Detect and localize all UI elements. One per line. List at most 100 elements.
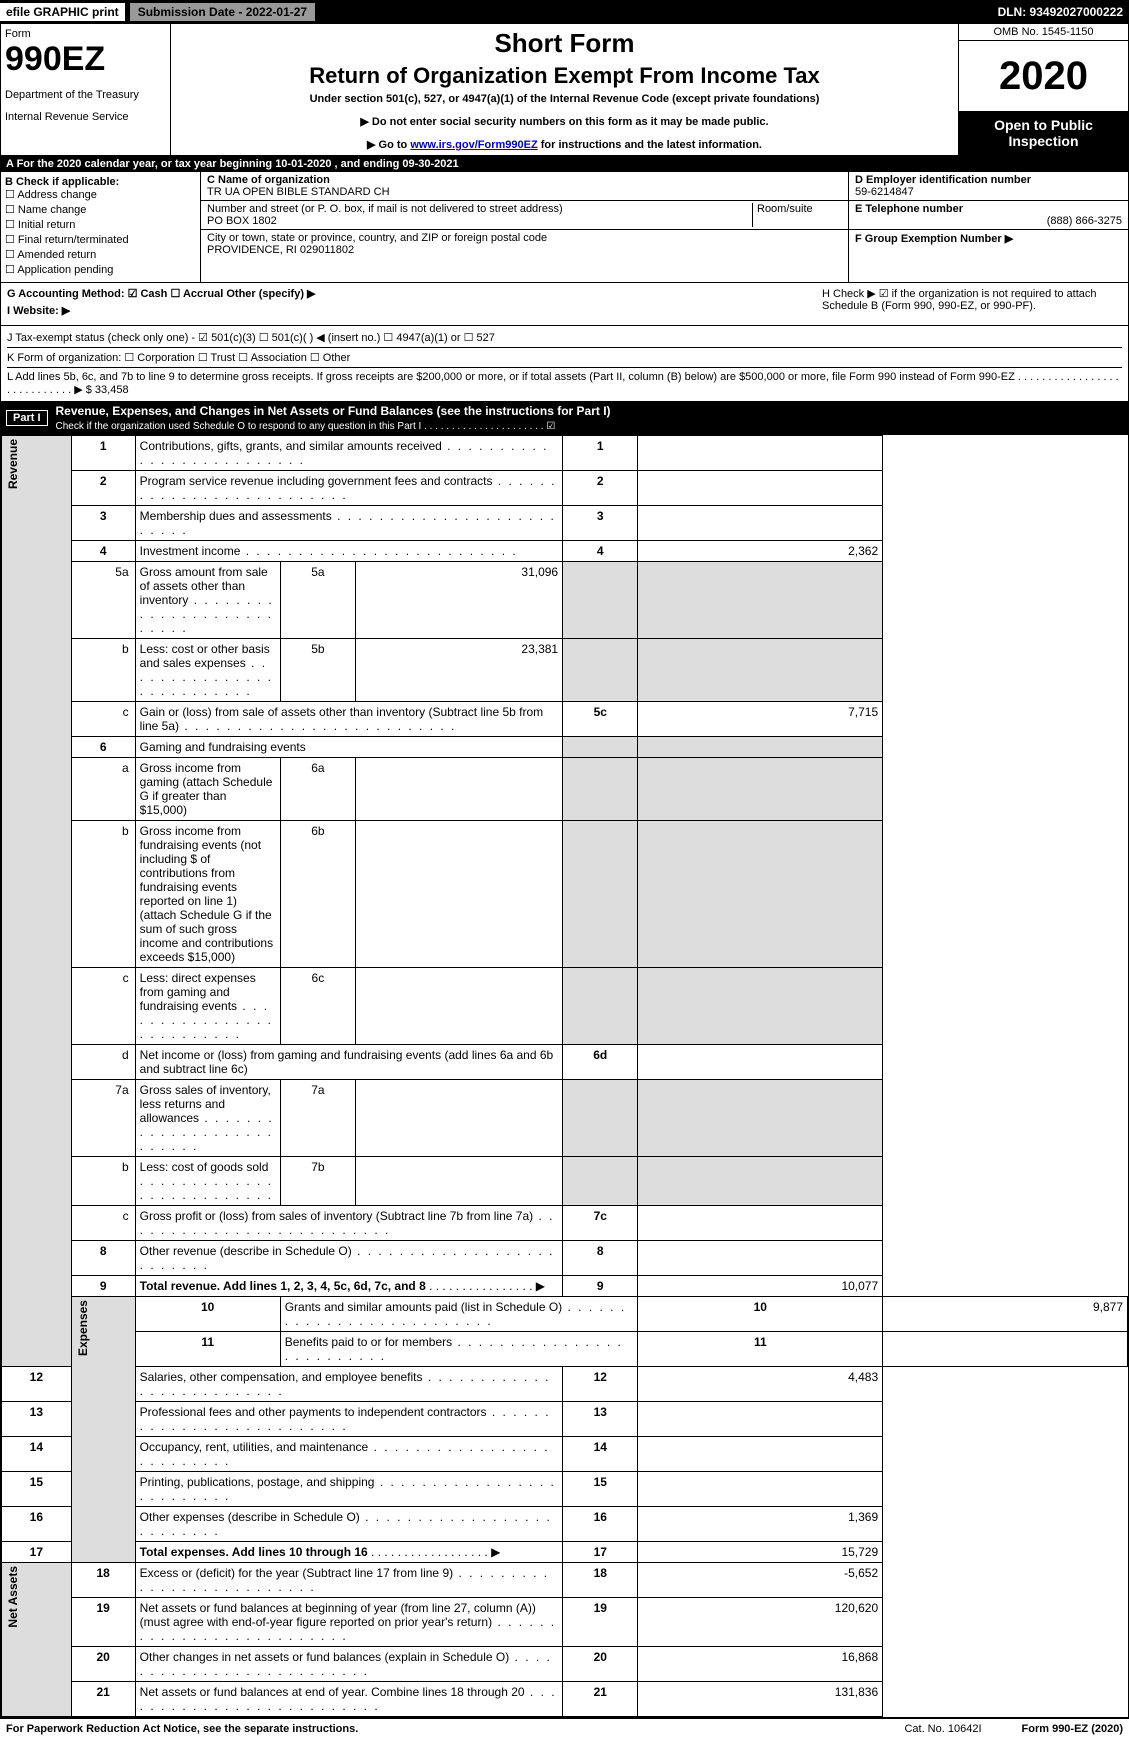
line-5b-row: bLess: cost or other basis and sales exp… (2, 639, 1128, 702)
line-7b-row: bLess: cost of goods sold7b (2, 1157, 1128, 1206)
line-13-row: 13Professional fees and other payments t… (2, 1402, 1128, 1437)
footer: For Paperwork Reduction Act Notice, see … (0, 1718, 1129, 1739)
line-7a-row: 7aGross sales of inventory, less returns… (2, 1080, 1128, 1157)
dln-label: DLN: 93492027000222 (998, 5, 1129, 19)
footer-catno: Cat. No. 10642I (904, 1723, 981, 1735)
val-10: 9,877 (883, 1297, 1128, 1332)
val-19: 120,620 (638, 1598, 883, 1647)
line-21-row: 21Net assets or fund balances at end of … (2, 1682, 1128, 1717)
ein-lbl: D Employer identification number (855, 174, 1031, 186)
dept-irs: Internal Revenue Service (5, 111, 166, 123)
form-number: 990EZ (5, 40, 166, 79)
line-19-row: 19Net assets or fund balances at beginni… (2, 1598, 1128, 1647)
box-b: B Check if applicable: ☐ Address change … (1, 172, 201, 282)
val-20: 16,868 (638, 1647, 883, 1682)
section-bcde: B Check if applicable: ☐ Address change … (0, 172, 1129, 283)
grp-lbl: F Group Exemption Number ▶ (855, 233, 1013, 245)
open-public: Open to Public Inspection (959, 111, 1128, 155)
footer-left: For Paperwork Reduction Act Notice, see … (6, 1723, 358, 1735)
line-2-row: 2Program service revenue including gover… (2, 471, 1128, 506)
line-12-row: 12Salaries, other compensation, and empl… (2, 1367, 1128, 1402)
chk-final-return[interactable]: ☐ Final return/terminated (5, 233, 196, 246)
org-name-lbl: C Name of organization (207, 174, 330, 186)
line-14-row: 14Occupancy, rent, utilities, and mainte… (2, 1437, 1128, 1472)
val-21: 131,836 (638, 1682, 883, 1717)
box-b-title: B Check if applicable: (5, 176, 196, 188)
under-section: Under section 501(c), 527, or 4947(a)(1)… (179, 93, 950, 105)
chk-name-change[interactable]: ☐ Name change (5, 203, 196, 216)
part1-title: Revenue, Expenses, and Changes in Net As… (56, 404, 611, 432)
val-16: 1,369 (638, 1507, 883, 1542)
header-right: OMB No. 1545-1150 2020 Open to Public In… (958, 24, 1128, 155)
val-5c: 7,715 (638, 702, 883, 737)
ghi-left: G Accounting Method: ☑ Cash ☐ Accrual Ot… (7, 287, 822, 321)
line-g: G Accounting Method: ☑ Cash ☐ Accrual Ot… (7, 287, 822, 300)
footer-right: Form 990-EZ (2020) (1022, 1723, 1123, 1735)
city-lbl: City or town, state or province, country… (207, 232, 547, 244)
val-5b: 23,381 (356, 639, 563, 702)
line-20-row: 20Other changes in net assets or fund ba… (2, 1647, 1128, 1682)
line-3-row: 3Membership dues and assessments3 (2, 506, 1128, 541)
part1-label: Part I (6, 410, 48, 426)
return-title: Return of Organization Exempt From Incom… (179, 63, 950, 89)
line-7c-row: cGross profit or (loss) from sales of in… (2, 1206, 1128, 1241)
submission-date: Submission Date - 2022-01-27 (129, 2, 316, 22)
line-9-row: 9Total revenue. Add lines 1, 2, 3, 4, 5c… (2, 1276, 1128, 1297)
dept-treasury: Department of the Treasury (5, 89, 166, 101)
line-l: L Add lines 5b, 6c, and 7b to line 9 to … (7, 368, 1122, 399)
line-15-row: 15Printing, publications, postage, and s… (2, 1472, 1128, 1507)
line-6d-row: dNet income or (loss) from gaming and fu… (2, 1045, 1128, 1080)
room-lbl: Room/suite (757, 203, 813, 215)
line-11-row: 11Benefits paid to or for members11 (2, 1332, 1128, 1367)
line-5c-row: cGain or (loss) from sale of assets othe… (2, 702, 1128, 737)
form-header: Form 990EZ Department of the Treasury In… (0, 24, 1129, 156)
grp-row: F Group Exemption Number ▶ (849, 230, 1128, 247)
org-name-row: C Name of organization TR UA OPEN BIBLE … (201, 172, 848, 201)
omb-number: OMB No. 1545-1150 (959, 24, 1128, 41)
val-17: 15,729 (638, 1542, 883, 1563)
goto-line: Go to www.irs.gov/Form990EZ for instruct… (179, 138, 950, 151)
val-5a: 31,096 (356, 562, 563, 639)
chk-amended-return[interactable]: ☐ Amended return (5, 248, 196, 261)
val-9: 10,077 (638, 1276, 883, 1297)
goto-link[interactable]: www.irs.gov/Form990EZ (410, 139, 537, 151)
line-h: H Check ▶ ☑ if the organization is not r… (822, 287, 1122, 321)
tel-lbl: E Telephone number (855, 203, 963, 215)
revenue-vlabel: Revenue (6, 439, 20, 489)
city-val: PROVIDENCE, RI 029011802 (207, 244, 354, 256)
box-c: C Name of organization TR UA OPEN BIBLE … (201, 172, 848, 282)
chk-initial-return[interactable]: ☐ Initial return (5, 218, 196, 231)
line-6b-row: bGross income from fundraising events (n… (2, 821, 1128, 968)
ein-row: D Employer identification number 59-6214… (849, 172, 1128, 201)
org-name-val: TR UA OPEN BIBLE STANDARD CH (207, 186, 390, 198)
line-k: K Form of organization: ☐ Corporation ☐ … (7, 348, 1122, 368)
ssn-notice: Do not enter social security numbers on … (179, 115, 950, 128)
netassets-vlabel: Net Assets (6, 1566, 20, 1628)
chk-application-pending[interactable]: ☐ Application pending (5, 263, 196, 276)
line-1-row: Revenue 1Contributions, gifts, grants, a… (2, 436, 1128, 471)
header-left: Form 990EZ Department of the Treasury In… (1, 24, 171, 155)
part1-header: Part I Revenue, Expenses, and Changes in… (0, 401, 1129, 435)
expenses-vlabel: Expenses (76, 1300, 90, 1356)
chk-address-change[interactable]: ☐ Address change (5, 188, 196, 201)
street-row: Number and street (or P. O. box, if mail… (201, 201, 848, 230)
tel-val: (888) 866-3275 (855, 215, 1122, 227)
short-form-title: Short Form (179, 28, 950, 59)
city-row: City or town, state or province, country… (201, 230, 848, 258)
goto-pre: Go to (379, 139, 411, 151)
val-12: 4,483 (638, 1367, 883, 1402)
line-16-row: 16Other expenses (describe in Schedule O… (2, 1507, 1128, 1542)
line-18-row: Net Assets 18Excess or (deficit) for the… (2, 1563, 1128, 1598)
box-def: D Employer identification number 59-6214… (848, 172, 1128, 282)
tel-row: E Telephone number (888) 866-3275 (849, 201, 1128, 230)
header-mid: Short Form Return of Organization Exempt… (171, 24, 958, 155)
val-4: 2,362 (638, 541, 883, 562)
street-lbl: Number and street (or P. O. box, if mail… (207, 203, 563, 215)
form-word: Form (5, 28, 166, 40)
line-j: J Tax-exempt status (check only one) - ☑… (7, 328, 1122, 348)
line-6-row: 6Gaming and fundraising events (2, 737, 1128, 758)
goto-post: for instructions and the latest informat… (538, 139, 762, 151)
line-6c-row: cLess: direct expenses from gaming and f… (2, 968, 1128, 1045)
ghi-block: G Accounting Method: ☑ Cash ☐ Accrual Ot… (0, 283, 1129, 326)
val-18: -5,652 (638, 1563, 883, 1598)
